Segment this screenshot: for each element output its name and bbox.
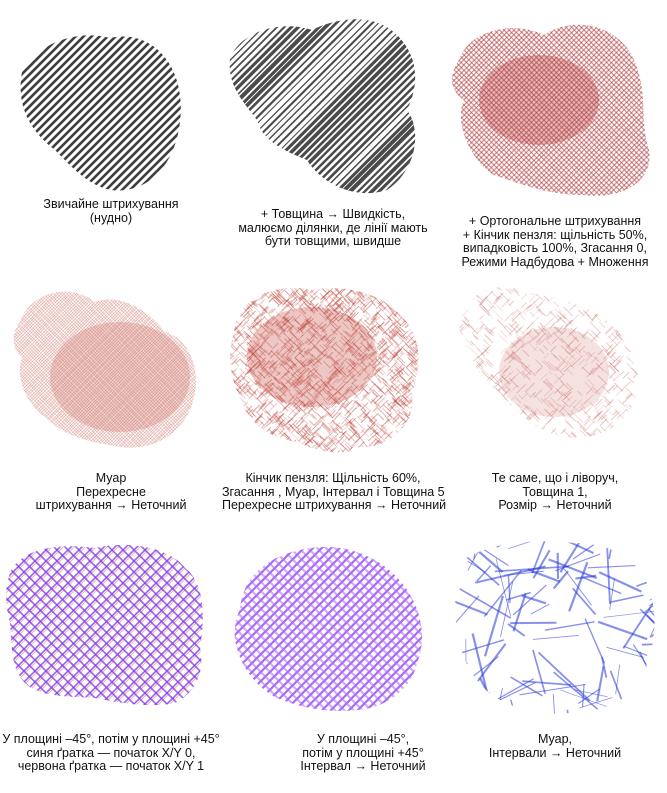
- caption-line: Те саме, що і ліворуч,: [491, 471, 619, 485]
- caption-line: малюємо ділянки, де лінії мають: [238, 220, 428, 235]
- hatch-swatch-grid-dense: [234, 547, 422, 711]
- sample-thickness-speed: + Товщина → Швидкість, малюємо ділянки, …: [222, 0, 444, 264]
- caption-grid-interval: У площині –45°, потім у площині +45° Інт…: [252, 732, 474, 774]
- hatch-swatch-strokes: [454, 541, 655, 714]
- caption-line: Звичайне штрихування: [43, 197, 179, 211]
- hatch-swatch-noise: [230, 287, 419, 453]
- caption-line: + Кінчик пензля: щільність 50%,: [462, 227, 648, 242]
- sample-orthogonal-hatching: + Ортогональне штрихування + Кінчик пенз…: [444, 0, 666, 268]
- sample-plain-hatching: Звичайне штрихування (нудно): [0, 0, 222, 264]
- caption-line: випадковість 100%, Згасання 0,: [463, 241, 647, 255]
- sample-brush-tip-density: Кінчик пензля: Щільність 60%, Згасання ,…: [222, 262, 447, 526]
- hatch-swatch-speed: [229, 19, 416, 194]
- caption-line: Інтервал → Неточний: [300, 759, 426, 773]
- caption-line: Інтервали → Неточний: [488, 745, 622, 760]
- sample-grid-origin: У площині –45°, потім у площині +45° син…: [0, 528, 222, 792]
- hatch-swatch-cross: [452, 24, 650, 196]
- caption-moire-intervals: Муар, Інтервали → Неточний: [444, 732, 666, 760]
- sample-grid-interval: У площині –45°, потім у площині +45° Інт…: [222, 528, 444, 792]
- caption-line: Муар: [95, 471, 127, 485]
- caption-line: Перехресне: [76, 484, 146, 499]
- hatch-swatch-moire: [13, 291, 196, 448]
- caption-line: Кінчик пензля: Щільність 60%,: [245, 471, 421, 485]
- caption-line: потім у площині +45°: [302, 745, 424, 760]
- caption-line: Розмір → Неточний: [498, 498, 612, 512]
- caption-plain-hatching: Звичайне штрихування (нудно): [0, 197, 222, 225]
- caption-line: бути товщими, швидше: [264, 234, 402, 248]
- caption-line: У площині –45°,: [316, 732, 410, 746]
- caption-thickness-speed: + Товщина → Швидкість, малюємо ділянки, …: [222, 207, 444, 249]
- sample-moire-crosshatch: Муар Перехресне штрихування → Неточний: [0, 262, 222, 526]
- caption-line: Муар,: [537, 732, 573, 746]
- caption-line: Перехресне штрихування → Неточний: [222, 498, 447, 512]
- caption-line: + Товщина → Швидкість,: [260, 207, 406, 221]
- caption-line: + Ортогональне штрихування: [468, 214, 642, 228]
- caption-brush-tip-density: Кінчик пензля: Щільність 60%, Згасання ,…: [222, 471, 447, 513]
- caption-grid-origin: У площині –45°, потім у площині +45° син…: [0, 732, 222, 774]
- caption-same-thickness-one: Те саме, що і ліворуч, Товщина 1, Розмір…: [444, 471, 666, 513]
- caption-moire-crosshatch: Муар Перехресне штрихування → Неточний: [0, 471, 222, 513]
- caption-line: (нудно): [89, 210, 133, 225]
- caption-line: Товщина 1,: [522, 484, 588, 499]
- caption-line: Режими Надбудова + Множення: [461, 254, 649, 269]
- hatch-swatch-plain: [20, 35, 181, 191]
- caption-orthogonal-hatching: + Ортогональне штрихування + Кінчик пенз…: [444, 214, 666, 269]
- caption-line: червона ґратка — початок X/Y 1: [17, 759, 205, 773]
- hatch-swatch-noise-light: [459, 287, 638, 438]
- caption-line: У площині –45°, потім у площині +45°: [2, 732, 220, 746]
- caption-line: Згасання , Муар, Інтервал і Товщина 5: [222, 484, 445, 499]
- caption-line: синя ґратка — початок X/Y 0,: [26, 745, 196, 760]
- sample-moire-intervals: Муар, Інтервали → Неточний: [444, 528, 666, 792]
- hatch-swatch-grid: [6, 544, 203, 706]
- caption-line: штрихування → Неточний: [35, 498, 187, 512]
- sample-same-thickness-one: Те саме, що і ліворуч, Товщина 1, Розмір…: [444, 262, 666, 526]
